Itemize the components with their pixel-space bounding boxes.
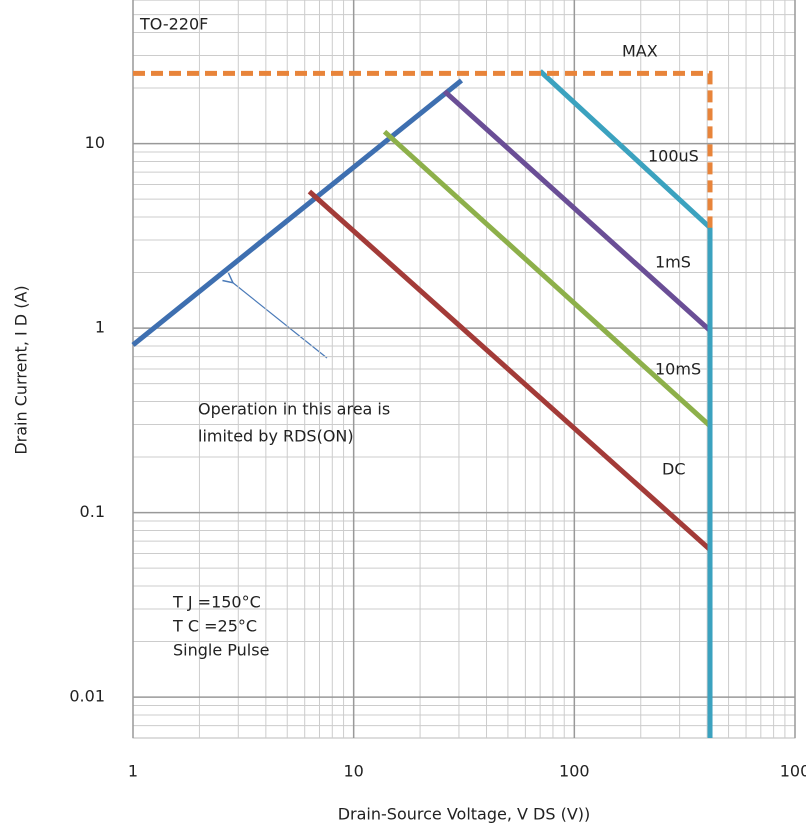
series-line <box>131 78 464 347</box>
series-label: MAX <box>622 42 658 61</box>
y-tick-label: 1 <box>95 318 105 337</box>
annotation: Single Pulse <box>173 641 269 660</box>
series-label: DC <box>662 460 686 479</box>
series-label: 1mS <box>655 253 691 272</box>
annotation-arrow <box>232 282 328 359</box>
series-line <box>442 89 712 333</box>
y-axis-label: Drain Current, I D (A) <box>12 285 31 454</box>
series-line <box>307 189 712 552</box>
series-line <box>133 70 713 228</box>
annotation: T C =25°C <box>172 617 257 636</box>
x-tick-label: 100 <box>780 762 806 781</box>
annotation: limited by RDS(ON) <box>198 427 354 446</box>
x-tick-label: 10 <box>343 762 363 781</box>
x-tick-label: 1 <box>128 762 138 781</box>
series-label: 100uS <box>648 147 699 166</box>
x-axis-label: Drain-Source Voltage, V DS (V)) <box>338 805 591 824</box>
annotation: TO-220F <box>139 15 208 34</box>
series-label: 10mS <box>655 360 701 379</box>
y-tick-label: 10 <box>85 133 105 152</box>
x-tick-label: 100 <box>559 762 590 781</box>
y-tick-label: 0.1 <box>80 502 105 521</box>
annotation: T J =150°C <box>172 593 261 612</box>
y-tick-label: 0.01 <box>69 687 105 706</box>
annotation: Operation in this area is <box>198 400 390 419</box>
series-line <box>382 129 712 428</box>
